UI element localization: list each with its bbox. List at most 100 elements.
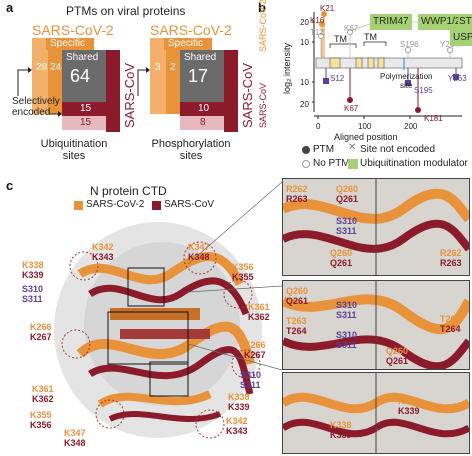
panel-b-label: b — [258, 0, 266, 15]
res-b: K339 — [330, 430, 352, 440]
inset-mid-S310-1: S310 S311 — [336, 300, 357, 320]
site-S12: S12 — [330, 74, 345, 83]
res-b: Q261 — [286, 296, 309, 306]
sars2-inner-strip-phos — [166, 50, 180, 114]
res-a: Q260 — [386, 346, 409, 356]
site-K67-bottom: K67 — [344, 104, 359, 113]
label-K361-right: K361 K362 — [248, 302, 270, 322]
res-b: K267 — [244, 350, 266, 360]
inset-bottom — [282, 372, 470, 454]
label-K355-left: K355 K356 — [30, 410, 52, 430]
legend-no-ptm: No PTM — [313, 158, 350, 169]
label-K266-right: K266 K267 — [244, 340, 266, 360]
site-K21: K21 — [320, 4, 335, 13]
shared-box-ubiq — [62, 50, 106, 102]
res-a: K338 — [22, 260, 44, 270]
panel-a-label: a — [6, 0, 14, 15]
inset-bottom-K338-1: K338 K339 — [330, 420, 352, 440]
res-a: K342 — [226, 416, 248, 426]
res-b: Q261 — [330, 258, 353, 268]
res-a: K355 — [30, 410, 52, 420]
inset-top-R262-right: R262 R263 — [440, 248, 462, 268]
chip-usp8: USP8 — [450, 30, 472, 46]
tm2-label: TM — [364, 32, 377, 42]
ubiq-left-outer: 28 — [36, 62, 48, 73]
xtick-200: 200 — [404, 122, 418, 131]
res-a: K361 — [248, 302, 270, 312]
x-axis-label: Aligned position — [334, 132, 398, 142]
res-b: Q261 — [386, 356, 409, 366]
res-b: K362 — [32, 394, 54, 404]
inset-middle — [282, 280, 470, 370]
ubiq-caption-line2: sites — [62, 150, 86, 162]
res-b: Q261 — [336, 194, 359, 204]
sars2-vertical-label-holder: SARS-CoV-2 — [248, 0, 268, 60]
panel-b-yaxis-label: log₂ intensity — [282, 42, 292, 94]
res-a: R262 — [286, 184, 308, 194]
site-S195: S195 — [414, 86, 433, 95]
panel-b-sars2-label: SARS-CoV-2 — [258, 0, 268, 52]
specific-label-ubiq: Specific — [46, 38, 94, 50]
res-a: K266 — [30, 322, 52, 332]
site-S196: S196 — [400, 40, 419, 49]
res-a: K338 — [330, 420, 352, 430]
legend-sars2: SARS-CoV-2 — [86, 199, 145, 210]
inset-top-art — [283, 179, 469, 275]
tm1-label: TM — [334, 34, 347, 44]
label-K266-left: K266 K267 — [30, 322, 52, 342]
res-a: R262 — [440, 248, 462, 258]
site-K67-top: K67 — [344, 24, 359, 33]
phos-arrow — [137, 67, 150, 96]
legend-ubiq-mod: Ubiquitination modulator — [360, 158, 468, 169]
ubiq-caption: Ubiquitination sites — [34, 138, 114, 162]
inset-middle-art — [283, 281, 469, 369]
sars2-inner-strip — [48, 50, 62, 114]
site-K181: K181 — [424, 114, 443, 123]
res-b: K348 — [64, 438, 86, 448]
xtick-100: 100 — [358, 122, 372, 131]
legend-ptm: PTM — [313, 144, 335, 155]
res-a: K338 — [228, 392, 250, 402]
panel-c-label: c — [6, 178, 14, 193]
sars1-label-phos: SARS-CoV — [240, 62, 255, 128]
res-b: K343 — [92, 252, 114, 262]
site-K16: K16 — [310, 16, 325, 25]
legend-sars2-swatch — [74, 201, 83, 210]
ytick-top-20: 20 — [300, 18, 309, 27]
shared-label-ubiq: Shared — [66, 52, 99, 63]
phos-left-outer: 3 — [155, 62, 161, 73]
res-a: Q260 — [336, 184, 359, 194]
res-b: K355 — [232, 272, 254, 282]
label-K338-left: K338 K339 — [22, 260, 44, 280]
inset-top-Q260-2: Q260 Q261 — [330, 248, 352, 268]
ubiq-bottom: 15 — [80, 117, 92, 128]
res-a: K347 — [188, 242, 210, 252]
res-a: K356 — [232, 262, 254, 272]
res-a: Q260 — [330, 248, 353, 258]
res-b: S311 — [240, 380, 261, 390]
label-K356-top: K356 K355 — [232, 262, 254, 282]
modulator-swatch — [348, 159, 358, 169]
res-b: S311 — [336, 340, 357, 350]
inset-mid-T263-1: T263 T264 — [286, 316, 307, 336]
res-a: S310 — [336, 300, 358, 310]
ubiq-shared-value: 64 — [70, 66, 91, 86]
res-b: K356 — [30, 420, 52, 430]
sars1-specific-strip — [62, 116, 106, 130]
chip-stub1: STUB1 — [458, 14, 472, 30]
label-S310-left: S310 S311 — [22, 284, 43, 304]
phos-shared-value: 17 — [188, 66, 209, 86]
panel-b-sars1-label: SARS-CoV — [258, 82, 268, 128]
polymerization-label: Polymerization site — [380, 72, 433, 90]
protein-structure — [54, 222, 262, 439]
inset-bottom-K338-2: K338 K339 — [398, 396, 420, 416]
label-K342-right: K342 K343 — [226, 416, 248, 436]
res-a: K266 — [244, 340, 266, 350]
ptm-legend-dot — [302, 146, 310, 154]
legend-sars1-swatch — [152, 201, 161, 210]
no-ptm-legend-dot — [302, 160, 310, 168]
label-K361-left: K361 K362 — [32, 384, 54, 404]
res-a: K361 — [32, 384, 54, 394]
chip-wwp12: WWP1/2 — [418, 14, 464, 30]
inset-top-Q260-1: Q260 Q261 — [336, 184, 358, 204]
